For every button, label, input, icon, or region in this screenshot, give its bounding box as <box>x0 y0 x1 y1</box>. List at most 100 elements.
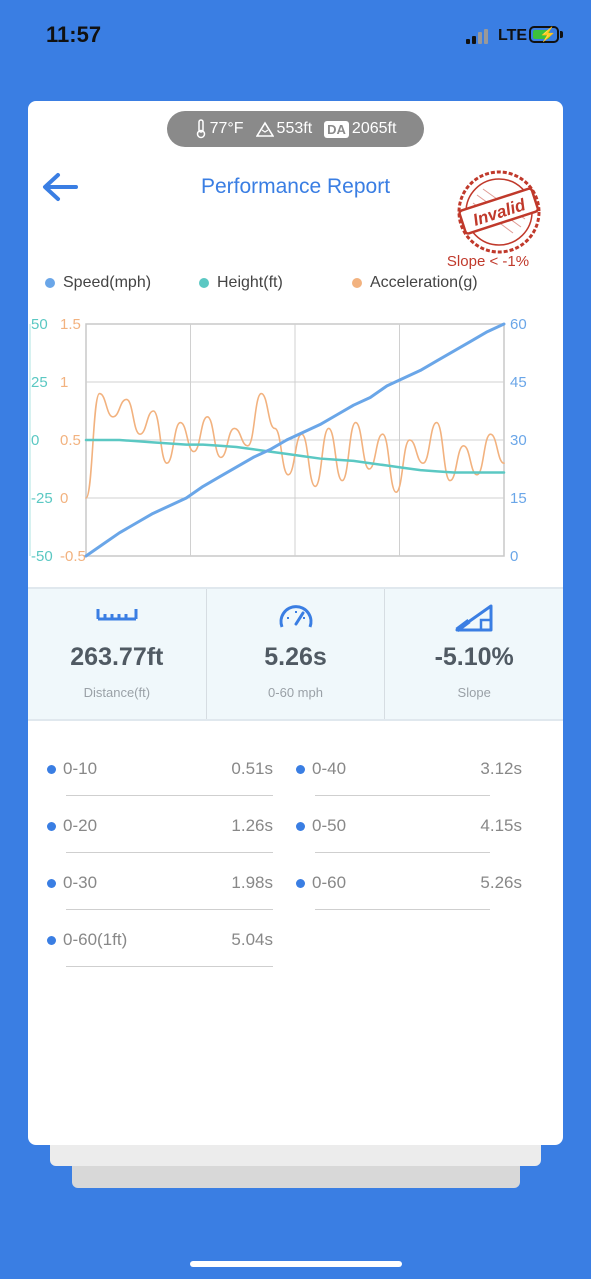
page-title: Performance Report <box>200 175 391 198</box>
split-value: 1.98s <box>231 873 273 892</box>
signal-icon <box>466 28 494 44</box>
height-tick-label: 25 <box>31 374 48 391</box>
network-label: LTE <box>498 27 528 44</box>
mountain-icon <box>255 121 274 137</box>
density-altitude-item: DA 2065ft <box>324 120 396 138</box>
invalid-stamp: Invalid <box>457 170 541 254</box>
split-value: 4.15s <box>480 816 522 835</box>
speed-tick-label: 60 <box>510 316 527 333</box>
speedometer-icon <box>279 605 312 628</box>
split-divider <box>315 795 490 796</box>
stat-slope: -5.10% Slope <box>385 589 563 719</box>
battery-icon: ⚡ <box>529 26 559 43</box>
split-bullet-icon <box>296 822 305 831</box>
split-row: 0-60 5.26s <box>296 855 522 912</box>
battery-tip <box>560 31 563 38</box>
distance-label: Distance(ft) <box>83 685 151 700</box>
split-row: 0-10 0.51s <box>47 741 273 798</box>
split-bullet-icon <box>296 765 305 774</box>
height-tick-label: 50 <box>31 316 48 333</box>
split-value: 3.12s <box>480 759 522 778</box>
zero-sixty-value: 5.26s <box>264 643 327 671</box>
accel-tick-label: 0.5 <box>60 432 81 449</box>
chart-tick-labels: 50 25 0 -25 -50 1.5 1 0.5 0 -0.5 60 45 30 15 0 <box>31 316 527 565</box>
split-value: 1.26s <box>231 816 273 835</box>
ruler-icon <box>96 609 138 621</box>
legend-acceleration-dot <box>352 278 362 288</box>
slope-value: -5.10% <box>434 643 514 671</box>
height-tick-label: -25 <box>31 490 53 507</box>
split-bullet-icon <box>47 822 56 831</box>
split-value: 0.51s <box>231 759 273 778</box>
split-value: 5.04s <box>231 930 273 949</box>
split-value: 5.26s <box>480 873 522 892</box>
density-altitude-value: 2065ft <box>351 120 397 137</box>
da-badge: DA <box>324 120 349 138</box>
split-bullet-icon <box>296 879 305 888</box>
status-bar: 11:57 LTE ⚡ <box>0 0 591 70</box>
split-label: 0-60(1ft) <box>63 930 128 949</box>
accel-tick-label: -0.5 <box>60 548 86 565</box>
split-divider <box>315 852 490 853</box>
legend-speed: Speed(mph) <box>45 274 151 292</box>
speed-tick-label: 0 <box>510 548 518 565</box>
split-row: 0-30 1.98s <box>47 855 273 912</box>
accel-tick-label: 1.5 <box>60 316 81 333</box>
split-label: 0-10 <box>63 759 98 778</box>
split-divider <box>66 909 273 910</box>
legend-acceleration: Acceleration(g) <box>352 274 478 292</box>
altitude-value: 553ft <box>276 120 313 137</box>
legend-height-dot <box>199 278 209 288</box>
environment-pill: 77°F 553ft DA 2065ft <box>167 111 424 147</box>
stat-zero-sixty: 5.26s 0-60 mph <box>207 589 386 719</box>
split-divider <box>315 909 490 910</box>
stamp-note: Slope < -1% <box>446 253 530 270</box>
split-divider <box>66 966 273 967</box>
home-indicator[interactable] <box>190 1261 402 1267</box>
split-row: 0-50 4.15s <box>296 798 522 855</box>
split-divider <box>66 795 273 796</box>
accel-tick-label: 0 <box>60 490 68 507</box>
back-button[interactable] <box>40 171 80 203</box>
split-row: 0-20 1.26s <box>47 798 273 855</box>
temperature-value: 77°F <box>209 120 244 137</box>
split-bullet-icon <box>47 936 56 945</box>
legend-speed-label: Speed(mph) <box>63 274 152 291</box>
height-tick-label: -50 <box>31 548 53 565</box>
accel-tick-label: 1 <box>60 374 68 391</box>
summary-stats: 263.77ft Distance(ft) 5.26s 0-60 mph -5.… <box>28 587 563 721</box>
split-row: 0-60(1ft) 5.04s <box>47 912 273 969</box>
split-bullet-icon <box>47 765 56 774</box>
slope-label: Slope <box>457 685 491 700</box>
legend-acceleration-label: Acceleration(g) <box>370 274 478 291</box>
temperature-item: 77°F <box>195 119 244 139</box>
split-label: 0-30 <box>63 873 98 892</box>
slope-icon <box>455 604 493 632</box>
status-time: 11:57 <box>46 22 102 47</box>
back-arrow-icon <box>43 173 78 201</box>
height-line <box>84 438 506 474</box>
split-bullet-icon <box>47 879 56 888</box>
report-card: 77°F 553ft DA 2065ft Performance Report … <box>28 101 563 1145</box>
distance-value: 263.77ft <box>70 643 164 671</box>
split-label: 0-60 <box>312 873 347 892</box>
split-label: 0-20 <box>63 816 98 835</box>
zero-sixty-label: 0-60 mph <box>268 685 323 700</box>
legend-height: Height(ft) <box>199 274 283 292</box>
split-divider <box>66 852 273 853</box>
chart-lines <box>84 322 506 558</box>
stat-distance: 263.77ft Distance(ft) <box>28 589 207 719</box>
legend-height-label: Height(ft) <box>217 274 283 291</box>
legend-speed-dot <box>45 278 55 288</box>
split-label: 0-50 <box>312 816 347 835</box>
speed-tick-label: 15 <box>510 490 527 507</box>
speed-tick-label: 45 <box>510 374 527 391</box>
thermometer-icon <box>196 119 205 139</box>
acceleration-line <box>85 392 505 499</box>
altitude-item: 553ft <box>255 120 313 138</box>
split-row: 0-40 3.12s <box>296 741 522 798</box>
chart-legend: Speed(mph) Height(ft) Acceleration(g) <box>28 274 563 296</box>
split-label: 0-40 <box>312 759 347 778</box>
height-tick-label: 0 <box>31 432 39 449</box>
performance-chart: 50 25 0 -25 -50 1.5 1 0.5 0 -0.5 60 45 30 15 0 <box>29 316 527 565</box>
